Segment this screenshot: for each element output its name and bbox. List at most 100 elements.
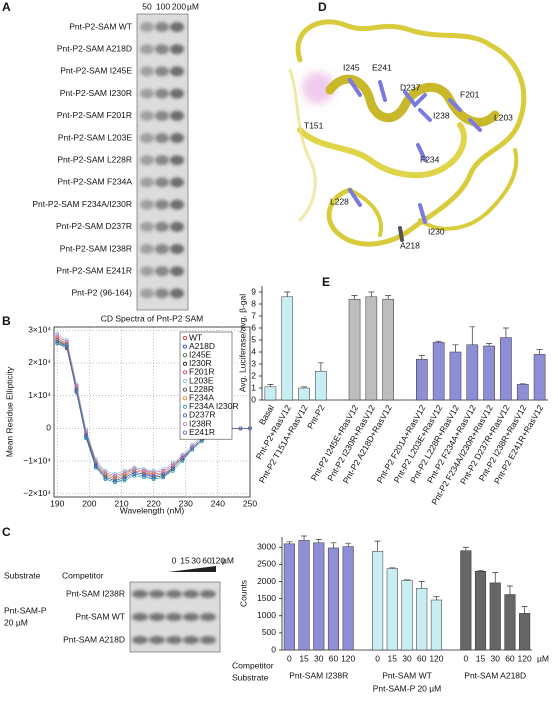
error-bar [301,386,308,388]
row-label: Pnt-SAM I238R [66,588,125,598]
y-tick-label: 9 [251,286,256,296]
data-point [122,475,127,480]
y-tick-label: 2×10⁴ [28,357,51,367]
legend-marker [182,361,187,366]
gel-band [155,221,169,232]
row-label: Pnt-P2-SAM F234A [57,177,132,187]
bar [401,580,413,651]
x-tick-label: 0 [463,653,468,663]
gel-band [200,636,216,644]
gel-band [183,590,199,598]
row-label: Pnt-P2-SAM F234A/I230R [32,199,132,209]
gel-band [140,199,154,210]
y-axis-label: Counts [238,580,248,607]
data-point [151,475,156,480]
row-label: Pnt-P2-SAM L203E [58,132,133,142]
data-point [161,468,166,473]
gel-band [170,244,184,254]
y-tick-label: 3 [251,358,256,368]
error-bar [389,567,396,569]
gel-band [140,110,154,121]
gel-band [170,266,184,277]
loop [288,68,317,222]
gel-band [155,155,169,166]
error-bar [315,539,322,543]
bar [386,568,398,651]
y-tick-label: 500 [262,627,276,637]
row-label: Pnt-P2-SAM WT [69,21,132,31]
residue-label: L203 [494,112,513,122]
gel-band [170,110,184,121]
gel-band [155,244,169,254]
concentration-label: 60 [202,555,212,565]
legend-label: I245E [189,349,212,359]
error-bar [385,295,392,300]
gel-band [155,266,169,277]
error-bar [486,343,493,346]
residue-label: D237 [400,82,421,92]
data-point [55,339,60,344]
legend-label: F234A I230R [189,401,239,411]
gel-band [170,199,184,210]
gel-band [200,613,216,621]
data-point [238,426,243,431]
bar [519,613,531,651]
concentration-label: 120 [211,555,225,565]
error-bar [502,327,509,338]
gel-band [155,133,169,143]
data-point [142,472,146,476]
x-tick-label: 120 [341,653,355,663]
y-tick-label: 5 [251,334,256,344]
legend-label: L203E [189,375,214,385]
gel-band [183,613,199,621]
surface-blob [302,72,334,104]
gel-band [140,66,154,77]
gel-band [149,590,165,598]
error-bar [477,570,484,572]
bar [500,337,512,401]
bar [283,543,295,651]
panel-letter: E [322,275,330,289]
legend-label: A218D [189,341,215,351]
data-point [248,426,252,431]
gel-band [149,636,165,644]
gel-band [183,636,199,644]
residue-label: F201 [460,89,480,99]
concentration-label: 30 [191,555,201,565]
bar [298,540,310,651]
data-point [190,446,195,450]
gel-band [170,88,184,99]
x-tick-label: 60 [417,653,427,663]
y-tick-label: 4 [251,346,256,356]
row-label: Pnt-P2-SAM E241R [56,265,132,275]
x-tick-label: 230 [179,498,193,508]
y-tick-label: −1×10⁴ [23,455,51,465]
bar [313,542,325,651]
bar [460,550,472,651]
x-tick-label: 30 [402,653,412,663]
error-bar [301,535,308,541]
error-bar [536,349,543,355]
bar [372,551,384,651]
row-label: Pnt-P2-SAM I238R [60,243,132,253]
y-tick-label: 2500 [257,559,276,569]
x-tick-label: 240 [211,498,225,508]
bar [474,570,487,651]
legend-marker [182,396,187,401]
gel-band [140,44,154,55]
x-axis-label: Wavelength (nM) [120,505,185,515]
bar [432,342,445,401]
row-label: Pnt-P2-SAM D237R [56,221,132,231]
data-point [93,462,98,467]
gel-band [155,199,169,210]
bar [416,588,428,651]
error-bar [462,546,469,551]
competitor-label: Competitor [232,660,274,670]
error-bar [284,291,291,297]
bar [483,345,495,401]
gel-band [140,155,154,166]
x-tick-label: 15 [476,653,486,663]
data-point [171,462,175,467]
residue-label: L228 [330,196,349,206]
gel-band [155,88,169,99]
